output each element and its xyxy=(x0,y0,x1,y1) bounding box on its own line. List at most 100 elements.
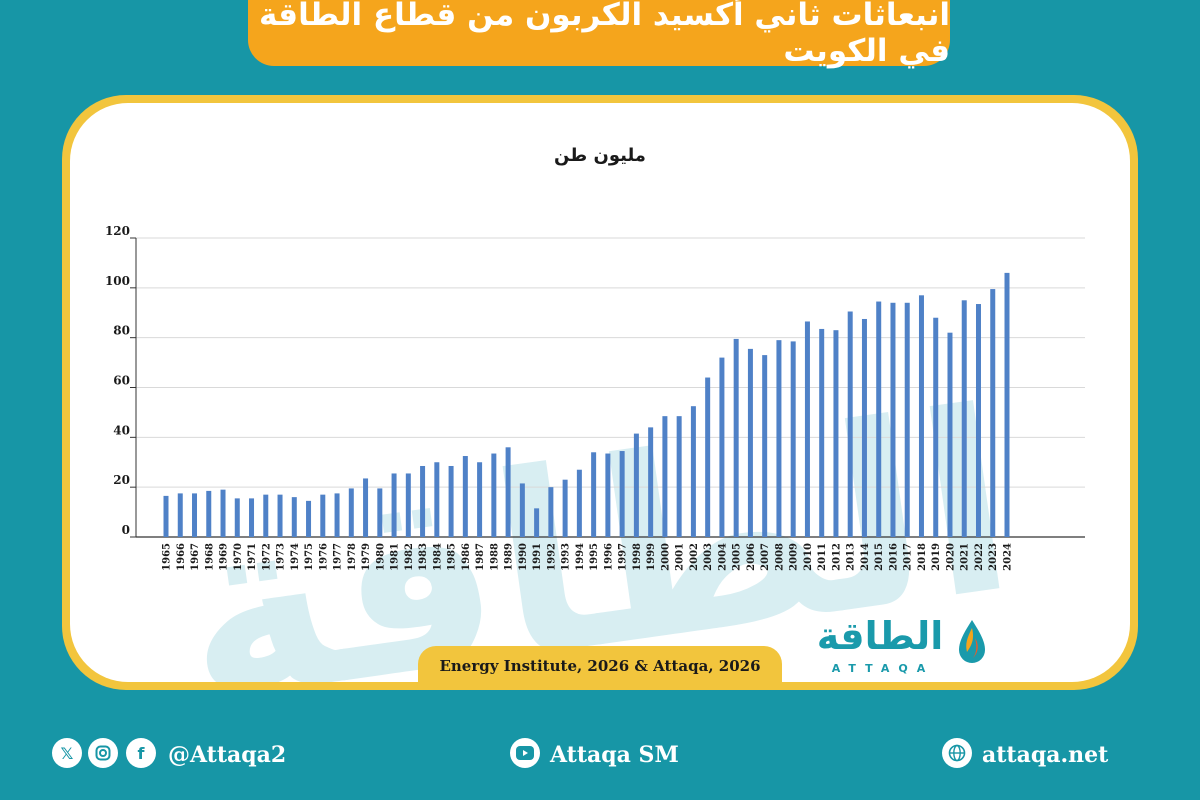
bar xyxy=(348,488,354,537)
x-tick-label: 2021 xyxy=(960,543,971,571)
bar xyxy=(363,478,369,537)
youtube-handle[interactable]: Attaqa SM xyxy=(550,742,679,768)
x-tick-label: 1995 xyxy=(589,543,600,571)
bar xyxy=(562,479,568,537)
bar xyxy=(975,304,981,537)
x-tick-label: 2019 xyxy=(931,543,942,571)
bar xyxy=(1004,272,1010,537)
x-tick-label: 1998 xyxy=(632,543,643,571)
x-tick-label: 2000 xyxy=(660,543,671,571)
bar xyxy=(277,494,283,537)
x-tick-label: 2018 xyxy=(917,543,928,571)
x-tick-label: 1972 xyxy=(261,543,272,571)
bar xyxy=(263,494,269,537)
y-tick-label: 120 xyxy=(105,224,130,238)
facebook-icon[interactable]: f xyxy=(126,738,156,768)
x-tick-label: 2006 xyxy=(746,543,757,571)
footer: 𝕏 f @Attaqa2 Attaqa SM attaqa.net xyxy=(0,728,1200,784)
bar xyxy=(633,433,639,537)
bar xyxy=(206,490,212,537)
x-tick-label: 1975 xyxy=(304,543,315,571)
bar xyxy=(990,289,996,537)
bar xyxy=(519,483,525,537)
website-link[interactable]: attaqa.net xyxy=(982,742,1109,768)
bar xyxy=(904,302,910,537)
x-tick-label: 2024 xyxy=(1003,543,1014,571)
x-tick-label: 1997 xyxy=(618,543,629,571)
bar xyxy=(961,300,967,537)
x-tick-label: 1982 xyxy=(404,543,415,571)
bar xyxy=(847,311,853,537)
brand-name-ar: الطاقة xyxy=(816,614,944,658)
bar xyxy=(491,453,497,537)
y-tick-label: 100 xyxy=(105,274,130,288)
x-tick-label: 2011 xyxy=(817,543,828,571)
bar xyxy=(705,377,711,537)
x-tick-label: 1971 xyxy=(247,543,258,571)
x-tick-label: 1996 xyxy=(603,543,614,571)
bar xyxy=(391,473,397,537)
x-tick-label: 2016 xyxy=(888,543,899,571)
x-tick-label: 2022 xyxy=(974,543,985,571)
bar xyxy=(804,321,810,537)
x-tick-label: 1990 xyxy=(518,543,529,571)
x-tick-label: 1991 xyxy=(532,543,543,571)
x-tick-label: 1967 xyxy=(190,543,201,571)
x-tick-label: 2007 xyxy=(760,543,771,571)
social-handle[interactable]: @Attaqa2 xyxy=(168,742,287,768)
bar xyxy=(762,355,768,537)
x-tick-label: 1969 xyxy=(219,543,230,571)
x-tick-label: 1973 xyxy=(276,543,287,571)
bar xyxy=(291,497,297,537)
x-tick-label: 1976 xyxy=(318,543,329,571)
bar xyxy=(405,473,411,537)
bar xyxy=(776,340,782,537)
x-tick-label: 1985 xyxy=(447,543,458,571)
bar xyxy=(876,301,882,537)
y-tick-label: 0 xyxy=(122,523,130,537)
x-tick-label: 2005 xyxy=(732,543,743,571)
drop-icon xyxy=(959,620,985,663)
y-tick-label: 20 xyxy=(113,473,130,487)
bar xyxy=(334,493,340,537)
x-tick-label: 2015 xyxy=(874,543,885,571)
y-tick-label: 40 xyxy=(113,423,130,437)
bar xyxy=(747,348,753,537)
bar xyxy=(534,508,540,537)
x-tick-label: 1980 xyxy=(375,543,386,571)
brand-logo: الطاقة ATTAQA xyxy=(805,612,995,684)
bar xyxy=(591,452,597,537)
x-tick-label: 1999 xyxy=(646,543,657,571)
x-tick-label: 1989 xyxy=(504,543,515,571)
x-tick-label: 1966 xyxy=(176,543,187,571)
bar xyxy=(833,330,839,537)
x-icon[interactable]: 𝕏 xyxy=(52,738,82,768)
globe-icon[interactable] xyxy=(942,738,972,768)
x-tick-label: 1993 xyxy=(561,543,572,571)
bar xyxy=(605,453,611,537)
youtube-icon[interactable] xyxy=(510,738,540,768)
bar xyxy=(420,465,426,537)
bar xyxy=(163,495,169,537)
x-tick-label: 1994 xyxy=(575,543,586,571)
y-tick-label: 80 xyxy=(113,324,130,338)
bar xyxy=(933,317,939,537)
bar xyxy=(548,487,554,537)
x-tick-label: 2017 xyxy=(903,543,914,571)
x-tick-label: 2008 xyxy=(774,543,785,571)
x-tick-label: 2003 xyxy=(703,543,714,571)
brand-name-en: ATTAQA xyxy=(831,662,935,675)
x-tick-label: 2013 xyxy=(846,543,857,571)
bar xyxy=(220,489,226,537)
instagram-icon[interactable] xyxy=(88,738,118,768)
bar xyxy=(790,341,796,537)
y-tick-label: 60 xyxy=(113,374,130,388)
x-tick-label: 2009 xyxy=(789,543,800,571)
x-tick-label: 2004 xyxy=(717,543,728,571)
x-tick-label: 2014 xyxy=(860,543,871,571)
bar xyxy=(890,302,896,537)
bar xyxy=(918,295,924,537)
bar xyxy=(648,427,654,537)
y-axis-unit-label: مليون طن xyxy=(554,145,646,166)
bar xyxy=(434,462,440,537)
